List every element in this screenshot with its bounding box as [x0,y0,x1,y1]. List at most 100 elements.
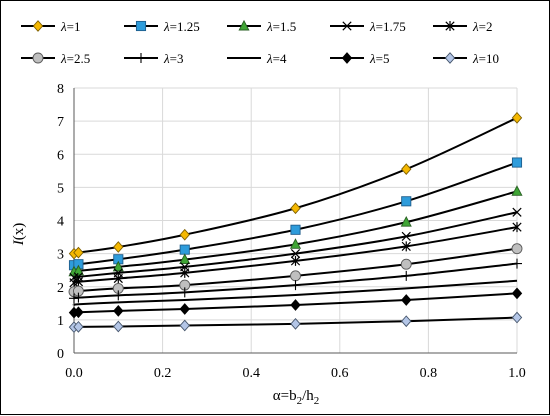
legend-label: λ=10 [472,51,499,66]
legend-label: λ=1.75 [369,19,406,34]
legend-item: λ=1 [21,19,80,34]
data-point [511,157,523,168]
legend: λ=1 λ=1.25 λ=1.5 λ=1.75 λ=2 λ=2.5 λ=3 λ=4 λ=5 λ=1… [21,19,499,66]
y-tick-label: 4 [57,215,64,230]
data-point [512,207,522,217]
x-axis-title-mid: /h [302,388,314,404]
legend-label: λ=1.25 [163,19,200,34]
legend-marker [32,20,44,32]
data-point [73,246,84,259]
legend-label: λ=2.5 [60,51,90,66]
data-point [511,111,523,124]
legend-item: λ=2 [433,19,492,34]
data-point [512,258,522,269]
data-point [401,315,412,328]
data-point [290,299,301,311]
y-axis-title-italic: I [11,239,27,246]
legend-item: λ=1.75 [330,19,406,34]
data-point [179,253,191,265]
legend-marker [135,20,147,32]
y-tick-label: 1 [57,314,64,329]
data-point [511,185,523,196]
data-point [400,215,412,227]
data-point [400,258,412,270]
data-point [290,249,301,259]
data-point [290,255,301,266]
legend-item: λ=1.5 [227,19,296,34]
data-point [73,306,84,319]
data-point [179,303,190,315]
series-markers [68,111,523,334]
legend-label: λ=1.5 [266,19,296,34]
data-point [112,260,124,272]
data-point [511,243,523,255]
x-axis-title-prefix: α=b [273,388,297,404]
data-point [179,319,190,332]
x-tick-label: 0.8 [420,366,438,381]
data-point [179,228,190,241]
data-point [401,163,412,176]
series-lines [72,116,518,329]
x-tick-label: 1.0 [508,366,526,381]
y-tick-label: 7 [57,115,64,130]
data-point [290,202,301,215]
data-point [290,270,301,282]
legend-label: λ=3 [163,51,183,66]
y-tick-label: 8 [57,82,64,97]
legend-label: λ=4 [266,51,287,66]
x-tick-label: 0.6 [331,366,349,381]
data-point [113,241,124,253]
legend-label: λ=1 [60,19,80,34]
legend-item: λ=3 [124,51,183,66]
legend-item: λ=5 [330,51,389,66]
data-point [401,196,412,207]
data-point [290,224,301,235]
legend-item: λ=4 [227,51,287,66]
series-line [72,211,518,279]
series-line [72,279,518,306]
legend-marker [445,21,455,31]
legend-item: λ=1.25 [124,19,200,34]
legend-marker [444,52,456,64]
legend-label: λ=2 [472,19,492,34]
x-axis-title-sub2: 2 [314,395,320,407]
y-axis-title: I(x) [11,223,27,247]
data-point [72,264,84,276]
data-point [289,238,302,249]
legend-marker [238,19,250,31]
y-tick-label: 0 [57,347,64,362]
grid [73,87,518,354]
data-point [290,317,301,330]
data-point [69,293,79,304]
y-tick-label: 6 [57,148,64,163]
data-point [113,273,123,284]
legend-item: λ=10 [433,51,499,66]
y-tick-label: 3 [57,248,64,263]
data-point [73,320,84,333]
data-point [73,292,84,303]
legend-marker [136,53,146,63]
legend-item: λ=2.5 [21,51,90,66]
data-point [179,244,190,255]
data-point [512,222,522,233]
data-point [511,287,523,300]
data-point [511,311,523,324]
data-point [401,241,411,252]
x-tick-label: 0.0 [65,366,83,381]
data-point [401,270,412,281]
tick-labels: 0 1 2 3 4 5 6 7 8 0.0 0.2 0.4 0.6 0.8 1.0 [57,82,526,381]
data-point [401,294,412,306]
data-point [113,320,124,333]
x-axis-title-sub1: 2 [297,395,303,407]
series-line [72,226,518,284]
x-tick-label: 0.2 [154,366,172,381]
legend-marker [342,21,352,31]
y-axis-title-rest: (x) [11,223,27,241]
data-point [113,305,124,317]
x-axis-title: α=b2/h2 [273,388,320,407]
data-point [113,290,124,301]
data-point [179,287,190,298]
legend-marker [32,52,44,64]
